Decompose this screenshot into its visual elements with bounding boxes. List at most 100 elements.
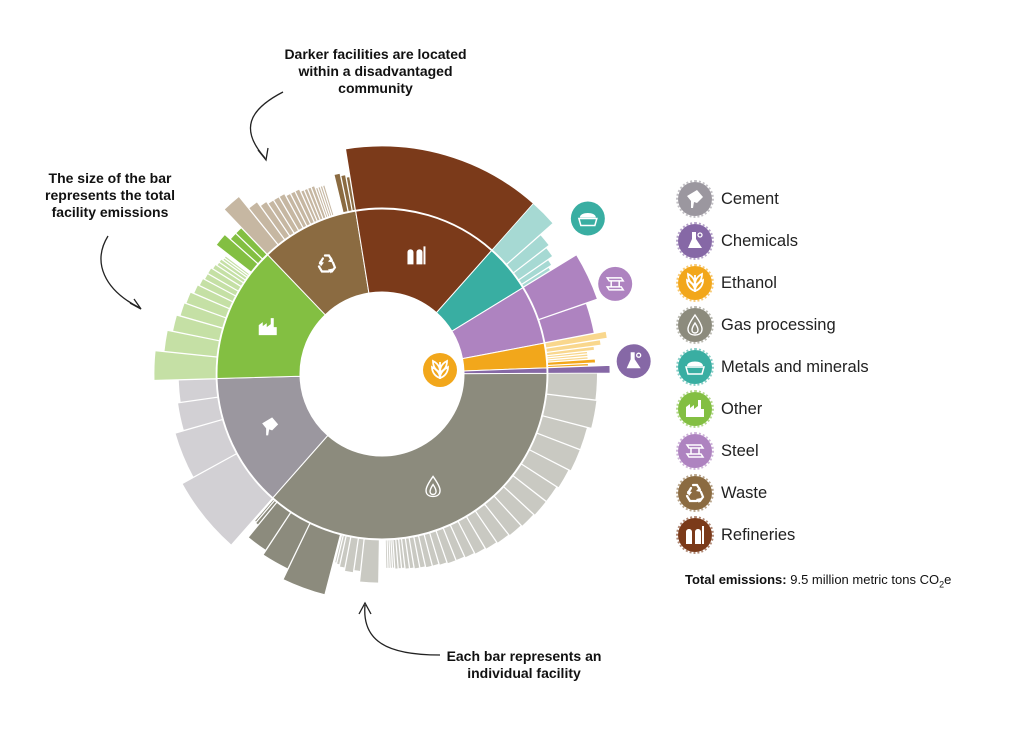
facility-bar-gas-processing — [383, 539, 385, 568]
facility-bar-waste — [326, 186, 337, 216]
facility-bar-metals-and-minerals — [521, 266, 552, 288]
annotation-bar-size: The size of the bar represents the total… — [45, 170, 175, 220]
facility-bar-waste — [319, 185, 333, 217]
facility-bar-waste — [327, 186, 338, 215]
facility-bar-gas-processing — [282, 523, 341, 596]
annotation-each-bar: Each bar represents an individual facili… — [446, 648, 602, 681]
facility-bar-waste — [278, 193, 304, 231]
steel-icon — [676, 432, 714, 470]
facility-bar-gas-processing — [475, 503, 510, 544]
waste-icon — [317, 254, 337, 274]
gas-processing-icon — [425, 475, 441, 498]
facility-bar-gas-processing — [255, 500, 278, 526]
center-hole — [300, 292, 464, 456]
legend-label: Steel — [721, 441, 759, 460]
facility-bar-gas-processing — [262, 512, 311, 570]
facility-bar-waste — [317, 186, 331, 218]
facility-bar-other — [179, 302, 227, 329]
legend-item-other: Other — [676, 388, 869, 430]
facility-bar-ethanol — [547, 363, 589, 368]
facility-bar-waste — [223, 195, 279, 255]
total-emissions: Total emissions: 9.5 million metric tons… — [685, 572, 951, 590]
facility-bar-waste — [303, 188, 321, 222]
facility-bar-gas-processing — [381, 539, 383, 568]
facility-bar-other — [227, 254, 252, 274]
facility-bar-chemicals — [547, 365, 611, 374]
facility-bar-gas-processing — [401, 537, 410, 570]
facility-bar-waste — [294, 188, 315, 225]
facility-bar-steel — [538, 302, 595, 344]
facility-bar-gas-processing — [442, 524, 465, 561]
other-icon — [676, 390, 714, 428]
steel-icon — [598, 266, 633, 301]
facility-bar-waste — [322, 184, 335, 217]
facility-bar-ethanol — [545, 339, 602, 353]
facility-bar-gas-processing — [429, 530, 448, 566]
facility-bar-other — [207, 267, 242, 292]
facility-bar-metals-and-minerals — [518, 259, 553, 285]
facility-bar-gas-processing — [435, 527, 457, 565]
facility-bar-other — [215, 234, 259, 273]
facility-bar-other — [185, 291, 230, 319]
legend-label: Cement — [721, 189, 779, 208]
facility-bar-gas-processing — [503, 475, 547, 516]
ethanol-icon — [423, 353, 457, 387]
legend-item-metals-and-minerals: Metals and minerals — [676, 346, 869, 388]
facility-bar-gas-processing — [386, 539, 391, 569]
facility-bar-gas-processing — [423, 532, 440, 567]
facility-bar-gas-processing — [379, 539, 382, 568]
facility-bar-other — [212, 264, 244, 287]
annotation-arrow-each-head — [358, 601, 372, 615]
facility-bar-gas-processing — [378, 539, 381, 568]
chemicals-icon — [676, 222, 714, 260]
sector-ring — [216, 208, 548, 540]
chemicals-icon — [616, 344, 651, 379]
legend-item-steel: Steel — [676, 430, 869, 472]
facility-bar-other — [198, 278, 236, 303]
facility-bar-cement — [177, 378, 219, 403]
facility-bar-waste — [285, 193, 308, 229]
legend-item-cement: Cement — [676, 178, 869, 220]
facility-bar-metals-and-minerals — [491, 202, 554, 265]
legend-label: Metals and minerals — [721, 357, 869, 376]
facility-bar-ethanol — [544, 330, 608, 349]
facility-bar-gas-processing — [512, 463, 558, 502]
facility-bar-waste — [330, 185, 340, 215]
facility-bar-waste — [333, 172, 349, 214]
cement-icon — [676, 180, 714, 218]
facility-bar-gas-processing — [395, 538, 402, 570]
refineries-icon — [676, 516, 714, 554]
facility-bar-ethanol — [546, 353, 589, 361]
facility-bar-waste — [333, 184, 343, 214]
facility-bar-ethanol — [546, 351, 588, 359]
gas-processing-icon — [676, 306, 714, 344]
facility-bar-waste — [334, 184, 344, 214]
annotation-arrow-each — [364, 604, 441, 656]
facility-bar-metals-and-minerals — [506, 234, 550, 274]
facility-bar-gas-processing — [546, 372, 598, 401]
facility-bar-cement — [177, 396, 223, 431]
facility-bar-gas-processing — [384, 539, 386, 568]
facility-bar-other — [226, 255, 251, 275]
facility-bar-gas-processing — [344, 536, 359, 574]
facility-bar-gas-processing — [334, 534, 344, 564]
facility-bar-other — [218, 258, 248, 281]
facility-bar-gas-processing — [388, 539, 393, 569]
facility-ring — [153, 145, 611, 596]
facility-bar-other — [229, 232, 263, 265]
facility-bar-other — [216, 261, 246, 284]
facility-bar-gas-processing — [418, 534, 433, 569]
facility-bar-gas-processing — [385, 539, 389, 569]
facility-bar-other — [235, 227, 268, 260]
facility-bar-ethanol — [546, 356, 589, 363]
facility-bar-other — [172, 314, 223, 342]
facility-bar-gas-processing — [253, 498, 274, 521]
facility-bar-waste — [300, 189, 318, 223]
facility-bar-gas-processing — [336, 534, 347, 566]
legend-label: Gas processing — [721, 315, 836, 334]
facility-bar-other — [223, 255, 251, 276]
facility-bar-gas-processing — [382, 539, 384, 568]
facility-bar-waste — [340, 174, 353, 212]
annotation-arrow-size-head — [129, 298, 142, 310]
